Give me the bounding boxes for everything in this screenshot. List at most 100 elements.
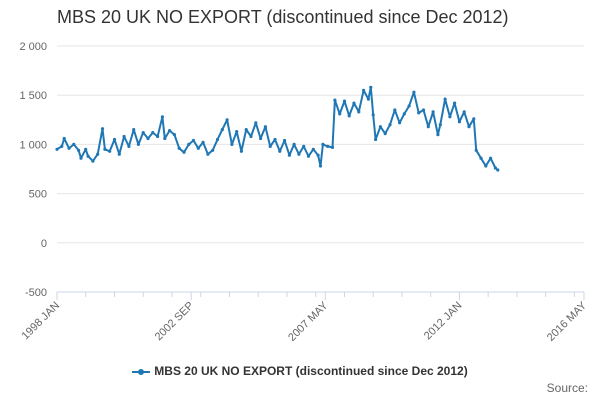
data-point	[211, 148, 215, 152]
data-point	[127, 144, 131, 148]
data-point	[438, 123, 442, 127]
legend-item-label: MBS 20 UK NO EXPORT (discontinued since …	[154, 364, 468, 378]
y-tick-label: 0	[41, 238, 47, 250]
data-point	[383, 132, 387, 136]
legend[interactable]: MBS 20 UK NO EXPORT (discontinued since …	[0, 364, 600, 378]
data-point	[72, 142, 76, 146]
data-point	[244, 128, 248, 132]
y-tick-label: 500	[29, 189, 47, 201]
data-point	[103, 147, 107, 151]
data-point	[62, 136, 66, 141]
x-tick-label: 2012 JAN	[422, 300, 465, 343]
data-point	[436, 133, 440, 137]
data-point	[472, 117, 476, 121]
data-point	[96, 152, 100, 156]
data-point	[122, 134, 126, 139]
data-point	[453, 101, 457, 105]
data-point	[316, 153, 320, 157]
y-tick-label: 1 000	[19, 139, 47, 151]
data-point	[263, 125, 267, 129]
data-point	[398, 121, 402, 125]
data-point	[108, 149, 112, 153]
data-point	[201, 140, 205, 144]
data-point	[163, 136, 167, 141]
data-point	[467, 125, 471, 129]
chart-title: MBS 20 UK NO EXPORT (discontinued since …	[57, 7, 509, 27]
series-line	[56, 86, 499, 171]
data-point	[254, 121, 258, 125]
data-point	[156, 134, 160, 139]
data-point	[347, 114, 351, 118]
data-point	[235, 130, 239, 134]
data-point	[91, 159, 95, 163]
data-point	[342, 99, 347, 103]
data-point	[206, 152, 210, 156]
data-point	[268, 144, 272, 148]
data-point	[215, 137, 220, 142]
data-point	[362, 88, 366, 92]
data-point	[402, 112, 406, 116]
data-point	[187, 142, 191, 146]
data-point	[168, 129, 172, 133]
data-point	[278, 149, 282, 153]
data-point	[220, 128, 224, 132]
data-point	[366, 97, 370, 101]
data-point	[196, 146, 200, 150]
data-point	[177, 146, 181, 150]
data-point	[311, 147, 315, 151]
data-point	[479, 156, 483, 160]
source-label: Source:	[546, 381, 588, 395]
data-point	[318, 164, 323, 168]
data-point	[225, 118, 229, 122]
data-point	[230, 142, 234, 146]
data-point	[100, 127, 105, 131]
data-point	[371, 113, 375, 117]
data-point	[283, 138, 287, 143]
data-point	[67, 146, 71, 150]
data-point	[302, 144, 306, 148]
data-point	[182, 150, 186, 154]
x-tick-label: 2007 MAY	[286, 299, 331, 344]
data-point	[333, 98, 337, 102]
data-point	[496, 168, 500, 172]
data-point	[146, 136, 150, 141]
legend-line-icon	[132, 367, 151, 377]
data-point	[393, 108, 397, 112]
data-point	[431, 110, 435, 114]
data-point	[489, 156, 493, 160]
data-point	[443, 97, 447, 101]
data-point	[338, 112, 342, 116]
data-point	[374, 137, 378, 142]
data-point	[55, 147, 59, 151]
data-point	[388, 123, 392, 127]
data-point	[412, 90, 416, 94]
data-point	[321, 142, 325, 146]
data-point	[292, 142, 296, 146]
data-point	[60, 144, 64, 148]
data-point	[287, 153, 291, 157]
data-point	[330, 145, 335, 149]
data-point	[79, 156, 83, 160]
data-point	[273, 137, 277, 142]
data-point	[357, 110, 361, 114]
data-point	[417, 111, 421, 115]
data-point	[132, 128, 136, 132]
data-point	[239, 149, 243, 153]
data-point	[378, 125, 382, 129]
y-tick-label: -500	[25, 287, 47, 299]
data-point	[493, 166, 497, 170]
data-point	[297, 152, 301, 156]
data-point	[136, 142, 140, 146]
data-point	[191, 138, 196, 143]
data-point	[352, 101, 356, 105]
data-point	[421, 108, 426, 112]
data-point	[484, 164, 488, 168]
data-point	[86, 154, 90, 158]
data-point	[151, 131, 155, 135]
data-point	[457, 120, 461, 124]
data-point	[160, 115, 164, 119]
y-tick-label: 2 000	[19, 41, 47, 53]
data-point	[448, 115, 452, 119]
data-point	[369, 85, 373, 89]
